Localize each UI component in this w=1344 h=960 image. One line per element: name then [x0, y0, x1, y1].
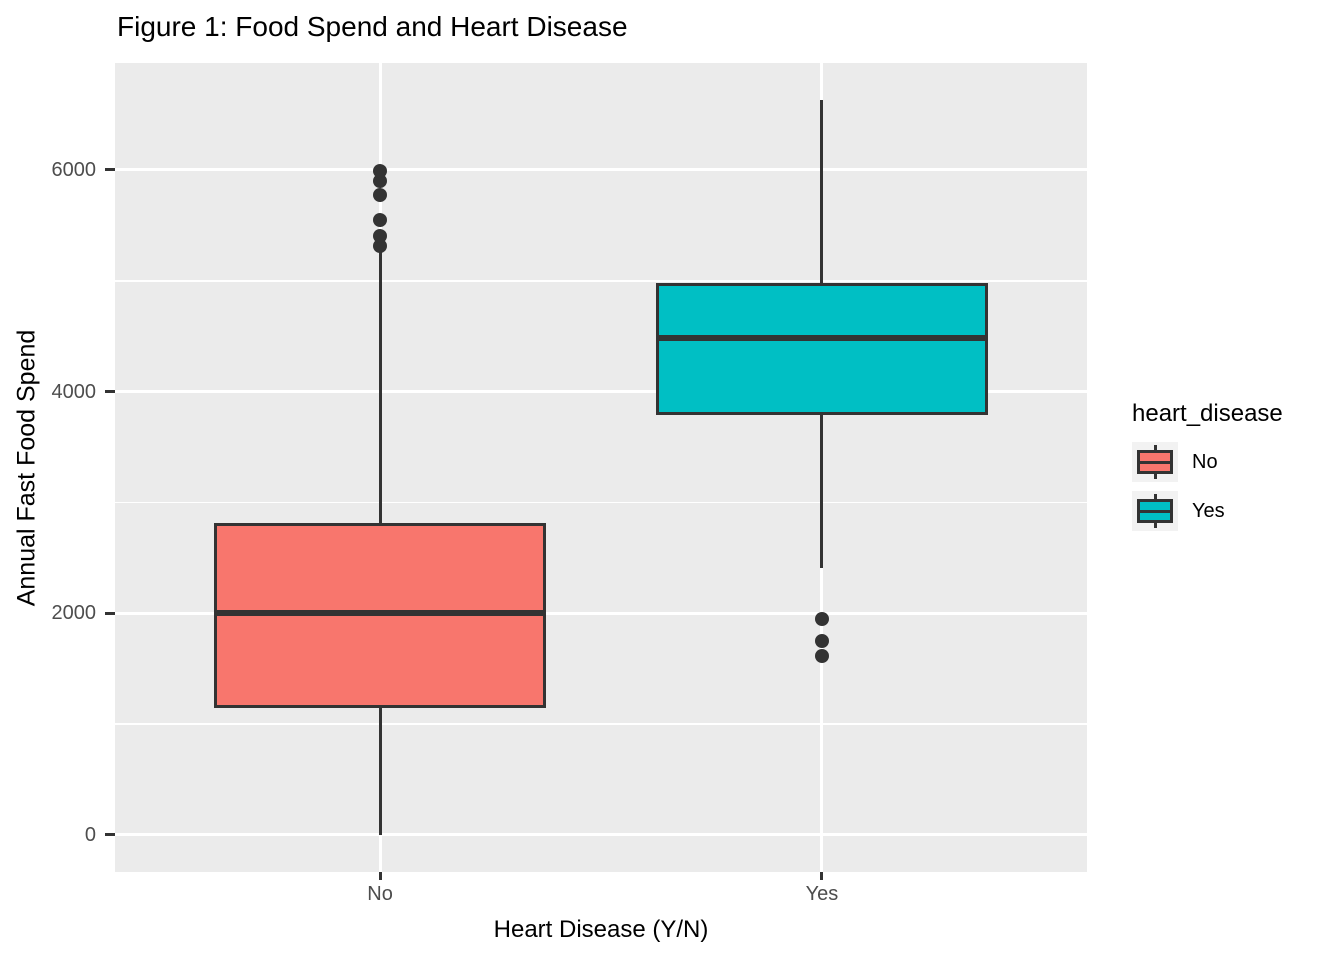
legend-label: Yes	[1192, 499, 1225, 522]
outlier-dot	[373, 164, 388, 179]
x-tick-label: No	[367, 883, 393, 905]
gridline-major	[115, 611, 1087, 615]
legend-key-median	[1137, 460, 1173, 464]
whisker-lower	[378, 707, 382, 835]
legend-key-median	[1137, 509, 1173, 513]
legend-label: No	[1192, 450, 1218, 473]
y-tick-mark	[105, 390, 115, 394]
legend-entry: No	[1132, 442, 1283, 482]
outlier-dot	[814, 648, 829, 663]
gridline-major	[115, 168, 1087, 172]
y-tick-label: 4000	[51, 380, 97, 403]
outlier-dot	[814, 634, 829, 648]
x-tick-label: Yes	[805, 883, 839, 905]
y-tick-mark	[105, 168, 115, 172]
x-axis-title: Heart Disease (Y/N)	[493, 916, 709, 943]
y-tick-label: 6000	[51, 158, 97, 181]
legend-title: heart_disease	[1132, 400, 1283, 427]
legend-entry: Yes	[1132, 491, 1283, 531]
chart-title: Figure 1: Food Spend and Heart Disease	[117, 11, 628, 42]
outlier-dot	[373, 229, 388, 244]
gridline-minor	[115, 723, 1087, 725]
gridline-major	[115, 833, 1087, 837]
whisker-lower	[820, 414, 824, 568]
legend-key	[1132, 442, 1178, 482]
y-axis-title: Annual Fast Food Spend	[12, 329, 41, 606]
box-iqr	[656, 283, 988, 415]
outlier-dot	[373, 187, 388, 202]
outlier-dot	[373, 212, 388, 227]
outlier-dot	[814, 611, 829, 626]
x-tick-mark	[378, 872, 382, 880]
y-tick-mark	[105, 611, 115, 615]
legend-entries: No Yes	[1132, 442, 1283, 531]
gridline-minor	[115, 501, 1087, 504]
whisker-upper	[378, 251, 382, 523]
y-tick-mark	[105, 833, 115, 837]
y-tick-label: 0	[84, 823, 96, 846]
y-tick-label: 2000	[51, 602, 97, 625]
whisker-upper	[820, 100, 824, 283]
gridline-major	[115, 390, 1087, 394]
legend-key	[1132, 491, 1178, 531]
gridline-minor	[115, 280, 1087, 282]
x-tick-mark	[820, 872, 824, 880]
median-line	[214, 610, 546, 617]
legend: heart_disease No Yes	[1132, 400, 1283, 540]
median-line	[656, 334, 988, 341]
plot-panel	[115, 63, 1087, 872]
